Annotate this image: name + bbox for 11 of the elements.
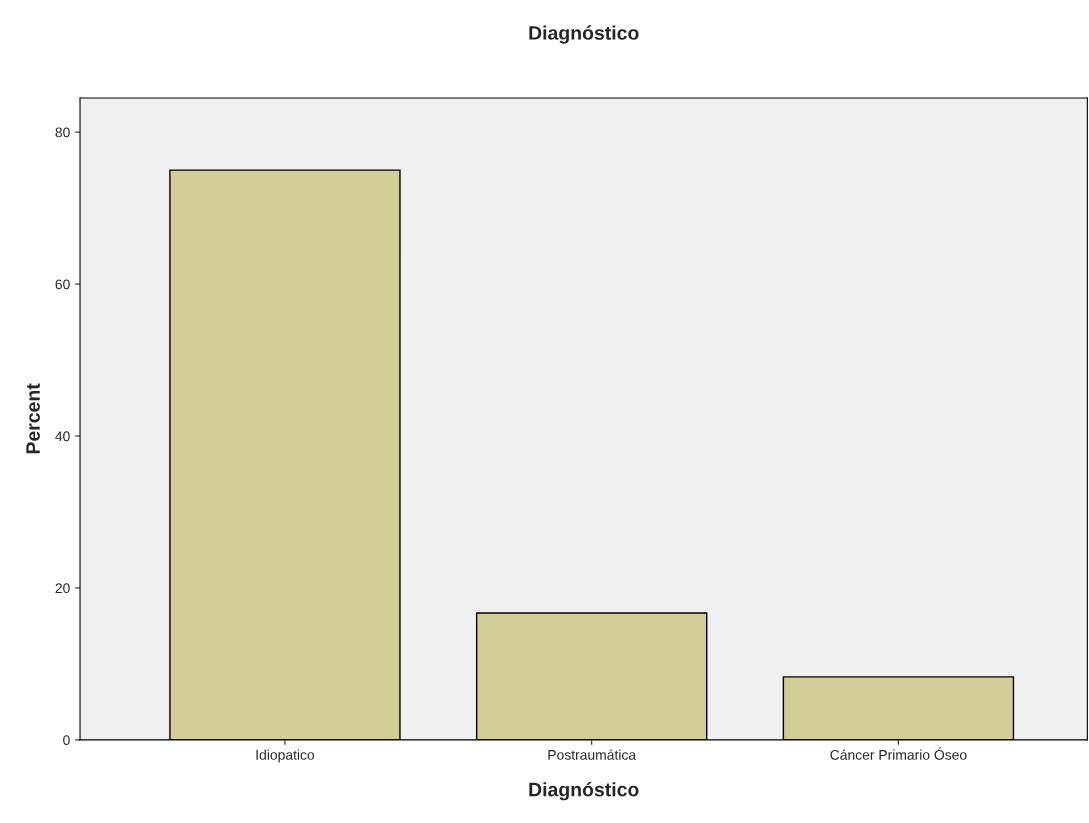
y-tick-label: 60 [55, 279, 70, 290]
y-tick-label: 20 [55, 583, 70, 594]
y-axis-title: Percent [26, 383, 40, 454]
x-tick-label: Idiopatico [256, 749, 315, 763]
y-tick-label: 80 [55, 127, 70, 138]
y-tick-label: 0 [63, 735, 70, 746]
x-tick-label: Postraumática [548, 749, 637, 760]
x-axis-title: Diagnóstico [529, 781, 639, 801]
y-tick-label: 40 [55, 431, 70, 442]
x-tick-label: Cáncer Primario Óseo [830, 747, 967, 760]
chart-title: Diagnóstico [529, 25, 639, 44]
